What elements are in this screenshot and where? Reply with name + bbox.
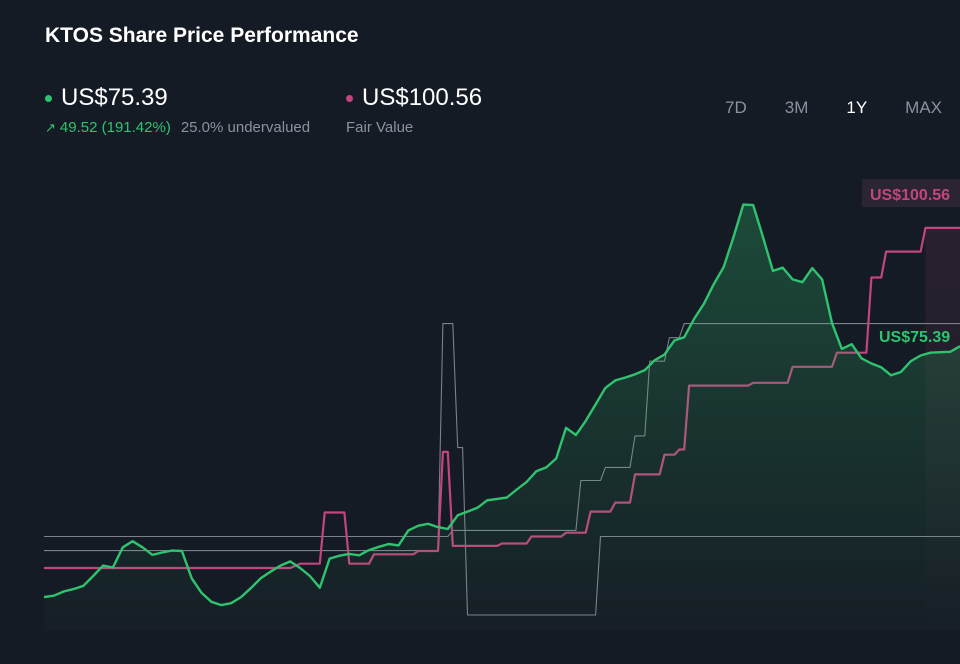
price-legend: US$75.39 ↗ 49.52 (191.42%) 25.0% underva… <box>45 84 310 136</box>
price-change-value: 49.52 (191.42%) <box>59 119 171 136</box>
tab-max[interactable]: MAX <box>905 98 942 117</box>
fair-value-price: US$100.56 <box>362 84 483 111</box>
fair-value-dot-icon <box>346 94 353 102</box>
tab-7d[interactable]: 7D <box>725 98 747 117</box>
fair-value-end-text: US$100.56 <box>870 187 950 204</box>
share-price-area <box>44 204 960 630</box>
tab-1y[interactable]: 1Y <box>846 98 868 117</box>
share-price-line <box>43 203 960 607</box>
page-title: KTOS Share Price Performance <box>45 24 359 47</box>
fair-value-end-label: US$100.56 <box>862 179 960 207</box>
fair-value-legend: US$100.56 Fair Value <box>346 84 482 136</box>
arrow-up-right-icon: ↗ <box>45 119 56 135</box>
price-change: ↗ 49.52 (191.42%) <box>45 119 171 136</box>
tab-3m[interactable]: 3M <box>784 98 809 117</box>
valuation-note: 25.0% undervalued <box>180 119 311 136</box>
time-range-tabs: 7D 3M 1Y MAX <box>687 98 942 118</box>
fair-value-label: Fair Value <box>346 119 414 136</box>
current-price: US$75.39 <box>61 84 168 111</box>
price-dot-icon <box>45 94 52 102</box>
price-end-text: US$75.39 <box>879 329 950 346</box>
price-end-label: US$75.39 <box>879 329 950 346</box>
